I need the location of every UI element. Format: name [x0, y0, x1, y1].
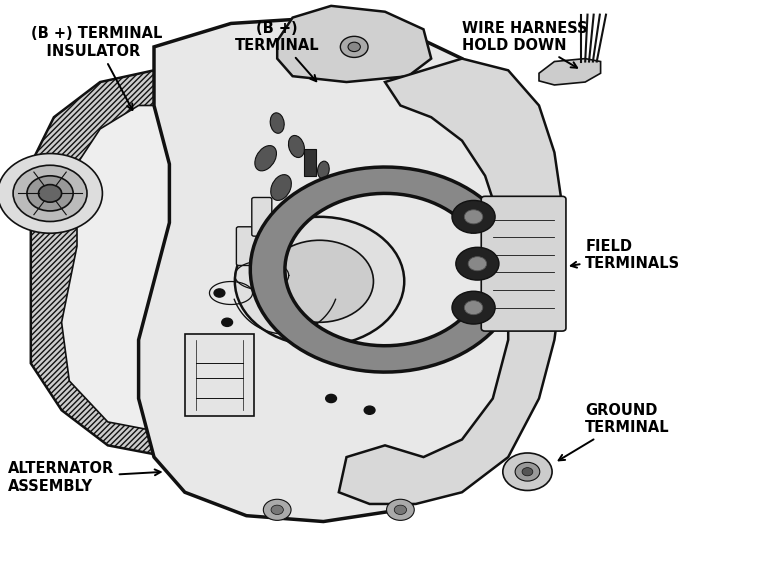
- Circle shape: [522, 468, 533, 476]
- Text: ALTERNATOR
ASSEMBLY: ALTERNATOR ASSEMBLY: [8, 461, 161, 494]
- Text: WIRE HARNESS
HOLD DOWN: WIRE HARNESS HOLD DOWN: [462, 21, 588, 68]
- Polygon shape: [250, 167, 502, 372]
- Ellipse shape: [317, 161, 330, 179]
- Circle shape: [348, 42, 360, 52]
- Polygon shape: [277, 6, 431, 82]
- Ellipse shape: [289, 135, 304, 158]
- Circle shape: [263, 499, 291, 520]
- Text: (B +) TERMINAL
   INSULATOR: (B +) TERMINAL INSULATOR: [31, 26, 162, 110]
- Polygon shape: [62, 105, 285, 434]
- FancyBboxPatch shape: [481, 196, 566, 331]
- Circle shape: [387, 499, 414, 520]
- Circle shape: [222, 318, 233, 326]
- Text: FIELD
TERMINALS: FIELD TERMINALS: [571, 239, 681, 271]
- Ellipse shape: [266, 240, 373, 322]
- Ellipse shape: [270, 113, 284, 133]
- Circle shape: [326, 394, 336, 403]
- Bar: [185, 334, 254, 416]
- Circle shape: [452, 200, 495, 233]
- Circle shape: [214, 289, 225, 297]
- Text: (B +)
TERMINAL: (B +) TERMINAL: [235, 21, 320, 81]
- Circle shape: [271, 505, 283, 515]
- Bar: [304, 149, 316, 176]
- Circle shape: [364, 406, 375, 414]
- Circle shape: [468, 257, 487, 271]
- Circle shape: [464, 210, 483, 224]
- FancyBboxPatch shape: [252, 197, 272, 236]
- Circle shape: [456, 247, 499, 280]
- Polygon shape: [139, 18, 554, 522]
- Text: GROUND
TERMINAL: GROUND TERMINAL: [559, 403, 670, 461]
- Ellipse shape: [255, 145, 276, 171]
- Circle shape: [394, 505, 407, 515]
- Ellipse shape: [235, 217, 404, 346]
- Circle shape: [340, 36, 368, 57]
- Ellipse shape: [271, 175, 291, 200]
- Circle shape: [13, 165, 87, 222]
- Circle shape: [503, 453, 552, 490]
- Polygon shape: [31, 70, 323, 457]
- Circle shape: [38, 185, 62, 202]
- Circle shape: [452, 291, 495, 324]
- Polygon shape: [339, 59, 562, 504]
- Circle shape: [0, 154, 102, 233]
- Circle shape: [464, 301, 483, 315]
- Circle shape: [27, 176, 73, 211]
- Polygon shape: [539, 59, 601, 85]
- FancyBboxPatch shape: [236, 227, 256, 265]
- Circle shape: [515, 462, 540, 481]
